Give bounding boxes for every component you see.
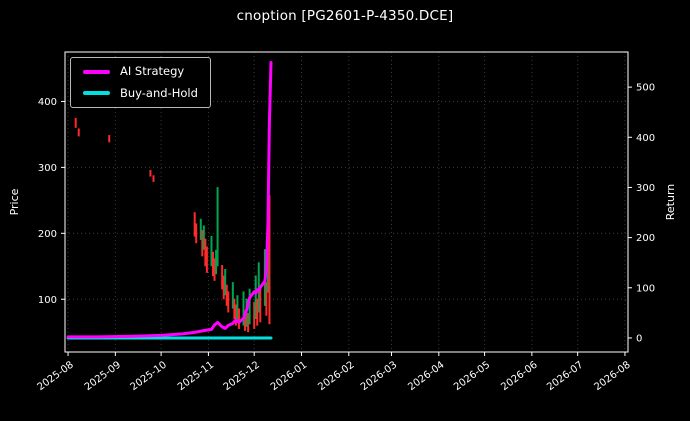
buy-and-hold-line-swatch <box>83 91 110 96</box>
x-axis-tick-label: 2025-10 <box>129 360 169 393</box>
x-axis-tick-label: 2025-11 <box>176 360 216 393</box>
x-axis-tick-label: 2026-02 <box>316 360 356 393</box>
left-axis-tick-label: 200 <box>38 229 57 240</box>
right-axis-tick-label: 0 <box>636 333 642 344</box>
right-axis-tick-label: 200 <box>636 233 655 244</box>
x-axis-tick-label: 2026-01 <box>269 360 309 393</box>
ai-strategy-line-swatch <box>83 69 110 74</box>
right-axis-tick-label: 400 <box>636 133 655 144</box>
left-axis-tick-label: 300 <box>38 163 57 174</box>
right-axis-tick-label: 300 <box>636 183 655 194</box>
right-axis-tick-label: 100 <box>636 283 655 294</box>
x-axis-tick-label: 2026-08 <box>592 360 632 393</box>
chart-title: cnoption [PG2601-P-4350.DCE] <box>236 8 454 24</box>
ai-strategy-line <box>66 61 273 339</box>
legend-item-buy-and-hold: Buy-and-Hold <box>83 85 198 100</box>
legend-item-ai-strategy: AI Strategy <box>83 64 198 78</box>
right-axis-tick-label: 500 <box>636 83 655 94</box>
x-axis-tick-label: 2026-06 <box>499 360 539 393</box>
legend: AI Strategy Buy-and-Hold <box>70 57 211 108</box>
left-axis-tick-label: 400 <box>38 97 57 108</box>
left-axis-label: Price <box>7 188 21 216</box>
x-axis-tick-label: 2026-03 <box>359 360 399 393</box>
plot-border <box>64 51 629 353</box>
left-axis-tick-label: 100 <box>38 295 57 306</box>
legend-label-buy-and-hold: Buy-and-Hold <box>120 85 198 100</box>
x-axis-tick-label: 2026-05 <box>452 360 492 393</box>
x-axis-tick-label: 2025-12 <box>222 360 262 393</box>
legend-label-ai-strategy: AI Strategy <box>120 64 185 78</box>
right-axis-label: Return <box>664 183 678 221</box>
x-axis-tick-label: 2025-09 <box>83 360 123 393</box>
x-axis-tick-label: 2025-08 <box>36 360 76 393</box>
x-axis-tick-label: 2026-04 <box>406 360 446 393</box>
x-axis-tick-label: 2026-07 <box>545 360 585 393</box>
